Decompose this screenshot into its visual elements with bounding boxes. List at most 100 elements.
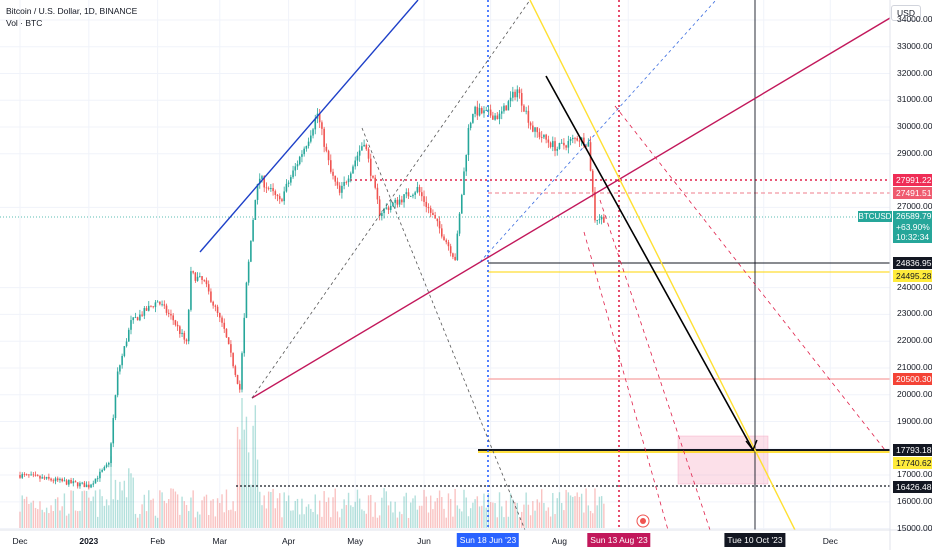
candle-body <box>538 132 541 138</box>
volume-bar <box>325 501 328 528</box>
volume-bar <box>494 503 496 528</box>
candle-body <box>61 478 63 482</box>
candle-body <box>423 196 425 202</box>
candle-body <box>500 111 503 114</box>
volume-bar <box>232 501 234 528</box>
candle-body <box>327 150 330 161</box>
candle-body <box>227 337 230 345</box>
candle-body <box>108 463 110 465</box>
time-tick-label: Aug <box>551 536 568 546</box>
time-tick-label: Mar <box>212 536 228 546</box>
volume-bar <box>392 512 394 528</box>
candle-body <box>23 474 26 475</box>
candle-body <box>250 240 252 262</box>
candle-body <box>45 476 48 479</box>
candle-body <box>143 308 146 316</box>
candle-body <box>560 142 563 144</box>
volume-bar <box>472 502 474 528</box>
volume-bar <box>498 492 501 528</box>
candle-body <box>221 317 223 323</box>
volume-legend[interactable]: Vol · BTC <box>6 18 43 28</box>
volume-bar <box>549 516 552 528</box>
volume-bar <box>307 504 310 528</box>
volume-bar <box>52 511 54 528</box>
volume-bar <box>121 490 123 528</box>
volume-bar <box>81 491 83 528</box>
candle-body <box>30 474 32 476</box>
last-price-badge[interactable]: BTCUSD <box>858 211 892 222</box>
volume-bar <box>603 503 605 528</box>
currency-selector[interactable]: USD <box>891 5 921 21</box>
candle-body <box>549 142 552 147</box>
candle-body <box>285 183 288 192</box>
volume-bar <box>196 511 199 528</box>
candle-body <box>520 93 523 106</box>
candle-body <box>596 220 598 221</box>
candle-body <box>230 344 232 353</box>
volume-bar <box>294 500 296 528</box>
volume-bar <box>394 501 396 528</box>
volume-bar <box>327 497 330 528</box>
candle-body <box>81 482 83 484</box>
volume-bar <box>527 504 530 528</box>
volume-bar <box>598 496 601 528</box>
volume-bar <box>212 499 214 528</box>
price-tag-20500: 20500.30 <box>893 373 932 385</box>
volume-bar <box>61 506 63 528</box>
volume-bar <box>580 493 583 528</box>
candle-body <box>401 199 403 203</box>
volume-bar <box>594 488 596 528</box>
volume-bar <box>59 510 61 528</box>
volume-bar <box>418 505 421 528</box>
volume-bar <box>512 499 514 528</box>
candle-body <box>101 470 103 472</box>
volume-bar <box>398 511 401 528</box>
symbol-title[interactable]: Bitcoin / U.S. Dollar, 1D, BINANCE <box>6 6 138 16</box>
symbol-legend[interactable]: Bitcoin / U.S. Dollar, 1D, BINANCE Vol ·… <box>6 5 137 29</box>
candle-body <box>92 483 95 485</box>
volume-bar <box>247 452 250 528</box>
volume-bar <box>529 515 532 528</box>
time-tick-label: Feb <box>150 536 165 546</box>
volume-bar <box>185 504 188 528</box>
candle-body <box>318 113 321 123</box>
volume-bar <box>261 505 263 528</box>
candle-body <box>516 89 519 98</box>
candle-body <box>427 206 430 209</box>
candle-body <box>469 122 472 128</box>
grid-layer <box>0 0 890 530</box>
candle-body <box>298 156 301 165</box>
volume-bar <box>347 492 350 528</box>
candle-body <box>310 135 312 142</box>
price-tick-label: 15000.00 <box>897 522 932 533</box>
volume-bar <box>263 495 265 528</box>
volume-bar <box>532 501 534 528</box>
volume-bar <box>221 494 223 528</box>
volume-bar <box>414 495 416 528</box>
volume-bar <box>192 490 194 528</box>
candle-body <box>412 194 414 197</box>
volume-bar <box>567 492 570 528</box>
volume-bar <box>374 502 376 528</box>
candle-body <box>119 365 121 372</box>
volume-bar <box>168 499 170 528</box>
time-tick-label: 2023 <box>79 536 99 546</box>
volume-bar <box>401 514 403 528</box>
volume-bar <box>25 496 28 528</box>
dashed-trendline-grey <box>251 0 531 399</box>
candle-body <box>187 309 190 342</box>
candle-body <box>256 183 259 200</box>
candle-body <box>554 141 556 151</box>
candle-body <box>352 166 354 174</box>
candle-body <box>369 158 372 176</box>
volume-bar <box>574 496 576 528</box>
candle-body <box>323 128 325 147</box>
candle-body <box>147 305 150 311</box>
candle-body <box>21 474 24 478</box>
candle-body <box>203 279 206 281</box>
candle-body <box>476 106 479 116</box>
dashed-trendline-blue <box>479 0 717 263</box>
candle-body <box>478 108 481 116</box>
volume-bar <box>252 425 254 528</box>
